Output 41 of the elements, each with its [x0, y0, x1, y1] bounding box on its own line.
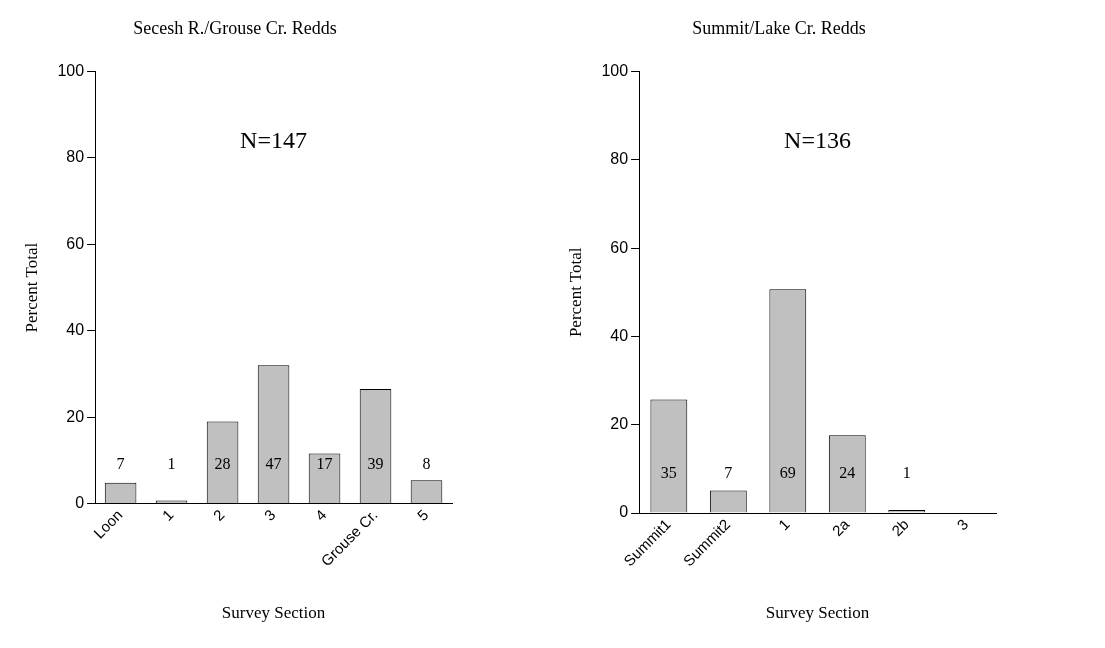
- y-tick-label: 60: [610, 238, 629, 256]
- x-tick-label: 3: [260, 505, 279, 524]
- annotation: N=147: [240, 126, 307, 153]
- annotation: 24: [839, 463, 856, 481]
- y-tick-label: 0: [619, 503, 629, 521]
- y-tick-label: 100: [57, 62, 85, 80]
- y-tick-label: 40: [610, 326, 629, 344]
- annotation: 17: [316, 454, 333, 472]
- chart-title: Summit/Lake Cr. Redds: [692, 17, 866, 38]
- annotation: 8: [422, 454, 431, 472]
- x-axis-title: Survey Section: [765, 603, 870, 623]
- annotation: 1: [902, 463, 911, 481]
- annotation: 7: [724, 463, 733, 481]
- y-tick-label: 100: [601, 62, 629, 80]
- annotation: 69: [779, 463, 796, 481]
- x-tick-label: 5: [413, 505, 432, 524]
- annotation: 35: [660, 463, 677, 481]
- x-tick-label: 2b: [888, 515, 912, 540]
- annotation: 7: [116, 454, 125, 472]
- annotation: N=136: [784, 126, 851, 153]
- y-tick-label: 0: [75, 494, 85, 511]
- y-axis-title: Percent Total: [21, 242, 41, 333]
- x-tick-label: 2a: [828, 514, 853, 540]
- annotation: 39: [367, 454, 384, 472]
- y-axis-title: Percent Total: [565, 247, 585, 338]
- x-tick-label: 2: [209, 505, 228, 524]
- y-tick-label: 20: [610, 415, 629, 433]
- annotation: 47: [265, 454, 282, 472]
- y-tick-label: 40: [66, 321, 85, 339]
- x-tick-label: 1: [774, 515, 793, 534]
- y-tick-label: 60: [66, 234, 85, 252]
- x-tick-label: 3: [953, 515, 972, 534]
- y-tick-label: 80: [66, 148, 85, 166]
- y-tick-label: 80: [610, 150, 629, 168]
- y-tick-label: 20: [66, 407, 85, 425]
- x-tick-label: 4: [311, 505, 330, 524]
- chart-title: Secesh R./Grouse Cr. Redds: [133, 17, 337, 38]
- x-tick-label: 1: [158, 505, 177, 524]
- x-axis-title: Survey Section: [221, 603, 326, 623]
- annotation: 1: [167, 454, 176, 472]
- annotation: 28: [214, 454, 231, 472]
